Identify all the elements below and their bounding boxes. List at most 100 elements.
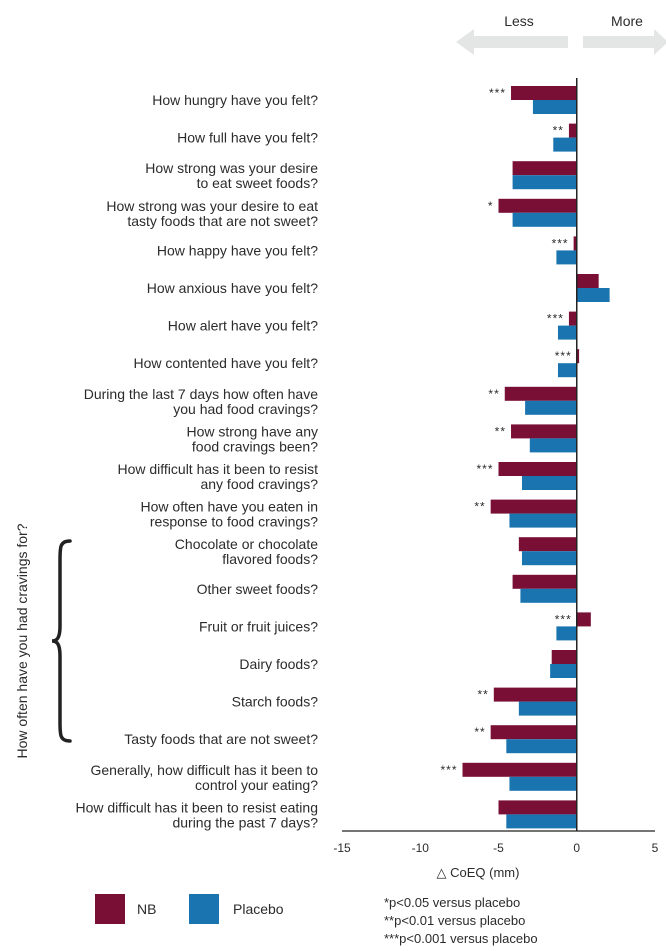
bar-placebo: [550, 664, 577, 678]
bar-nb: [568, 123, 577, 138]
group-label: How often have you had cravings for?: [14, 523, 30, 758]
category-label: How often have you eaten in: [141, 499, 318, 515]
bar-placebo: [532, 100, 577, 114]
category-label: How contented have you felt?: [134, 355, 319, 371]
bar-nb: [493, 687, 577, 702]
group-bracket: How often have you had cravings for?: [14, 523, 72, 759]
legend-swatch-placebo: [189, 894, 219, 924]
bar-nb: [490, 725, 577, 740]
footnote: *p<0.05 versus placebo: [384, 895, 520, 910]
significance-label: ***: [555, 612, 572, 626]
bar-placebo: [557, 325, 577, 340]
legend-swatch-nb: [95, 894, 125, 924]
bar-nb: [568, 311, 577, 326]
category-label: any food cravings?: [200, 476, 318, 492]
significance-label: **: [477, 688, 488, 702]
x-tick-label: 5: [652, 841, 659, 855]
bar-placebo: [553, 137, 577, 152]
category-label: Other sweet foods?: [197, 581, 319, 597]
significance-label: **: [474, 500, 485, 514]
category-label: Fruit or fruit juices?: [199, 618, 318, 634]
category-label: During the last 7 days how often have: [84, 386, 318, 402]
legend: NB Placebo: [95, 894, 284, 924]
category-label: How hungry have you felt?: [152, 92, 318, 108]
category-label: How alert have you felt?: [168, 318, 318, 334]
bar-nb: [576, 349, 580, 364]
bar-nb: [498, 462, 577, 476]
bar-nb: [504, 386, 577, 401]
bar-nb: [511, 86, 577, 100]
significance-label: ***: [552, 236, 569, 250]
bar-placebo: [509, 776, 577, 791]
category-label: How full have you felt?: [177, 130, 318, 146]
category-label: How strong have any: [186, 423, 318, 439]
significance-label: ***: [440, 763, 457, 777]
chart-rows: How hungry have you felt? How full have y…: [75, 92, 318, 830]
bar-nb: [462, 762, 577, 777]
category-label: Generally, how difficult has it been to: [91, 762, 319, 778]
legend-label-nb: NB: [137, 901, 156, 917]
chart-bars: **********************************: [440, 86, 610, 829]
bar-placebo: [518, 701, 577, 716]
significance-label: **: [474, 725, 485, 739]
x-axis: -15 -10 -5 0 5: [333, 830, 659, 855]
bar-placebo: [506, 814, 577, 829]
significance-label: *: [488, 199, 494, 213]
category-label: How strong was your desire: [145, 160, 318, 176]
legend-label-placebo: Placebo: [233, 901, 284, 917]
category-label: How strong was your desire to eat: [106, 198, 318, 214]
bar-placebo: [520, 588, 577, 603]
category-label: How difficult has it been to resist eati…: [75, 799, 318, 815]
bar-placebo: [506, 739, 577, 754]
category-label: to eat sweet foods?: [197, 175, 319, 191]
direction-indicator: Less More: [456, 13, 666, 55]
bar-nb: [576, 274, 599, 288]
bar-nb: [511, 424, 577, 439]
x-tick-label: -10: [412, 841, 430, 855]
bar-placebo: [556, 250, 577, 265]
bar-nb: [576, 612, 591, 627]
bar-placebo: [512, 175, 577, 190]
bar-placebo: [525, 400, 577, 415]
bar-nb: [573, 236, 577, 251]
significance-label: **: [495, 424, 506, 438]
significance-label: **: [553, 124, 564, 138]
bar-placebo: [521, 476, 577, 490]
bar-nb: [498, 800, 577, 815]
bar-placebo: [521, 551, 577, 566]
category-label: tasty foods that are not sweet?: [127, 213, 318, 229]
bar-placebo: [576, 288, 610, 302]
category-label: Dairy foods?: [239, 656, 318, 672]
significance-label: ***: [489, 86, 506, 100]
x-tick-label: -5: [493, 841, 504, 855]
bar-nb: [551, 650, 577, 664]
category-label: How anxious have you felt?: [147, 280, 318, 296]
category-label: How difficult has it been to resist: [117, 461, 318, 477]
category-label: Chocolate or chocolate: [175, 536, 318, 552]
significance-label: ***: [476, 462, 493, 476]
x-tick-label: 0: [573, 841, 580, 855]
bar-nb: [498, 198, 577, 213]
bar-placebo: [529, 438, 577, 453]
bar-nb: [512, 161, 577, 176]
category-label: Starch foods?: [232, 694, 319, 710]
category-label: control your eating?: [195, 777, 318, 793]
less-arrow-icon: [456, 29, 568, 55]
bar-placebo: [556, 626, 577, 641]
footnote: **p<0.01 versus placebo: [384, 913, 525, 928]
less-label: Less: [504, 13, 534, 29]
bar-placebo: [509, 513, 577, 528]
more-label: More: [611, 13, 643, 29]
significance-label: ***: [547, 312, 564, 326]
x-tick-label: -15: [333, 841, 351, 855]
bar-nb: [518, 537, 577, 552]
category-label: Tasty foods that are not sweet?: [124, 731, 318, 747]
significance-label: ***: [555, 349, 572, 363]
footnote: ***p<0.001 versus placebo: [384, 931, 538, 946]
category-label: response to food cravings?: [150, 514, 318, 530]
footnotes: *p<0.05 versus placebo **p<0.01 versus p…: [384, 895, 538, 946]
more-arrow-icon: [583, 29, 666, 55]
category-label: How happy have you felt?: [157, 242, 318, 258]
bar-nb: [490, 499, 577, 514]
